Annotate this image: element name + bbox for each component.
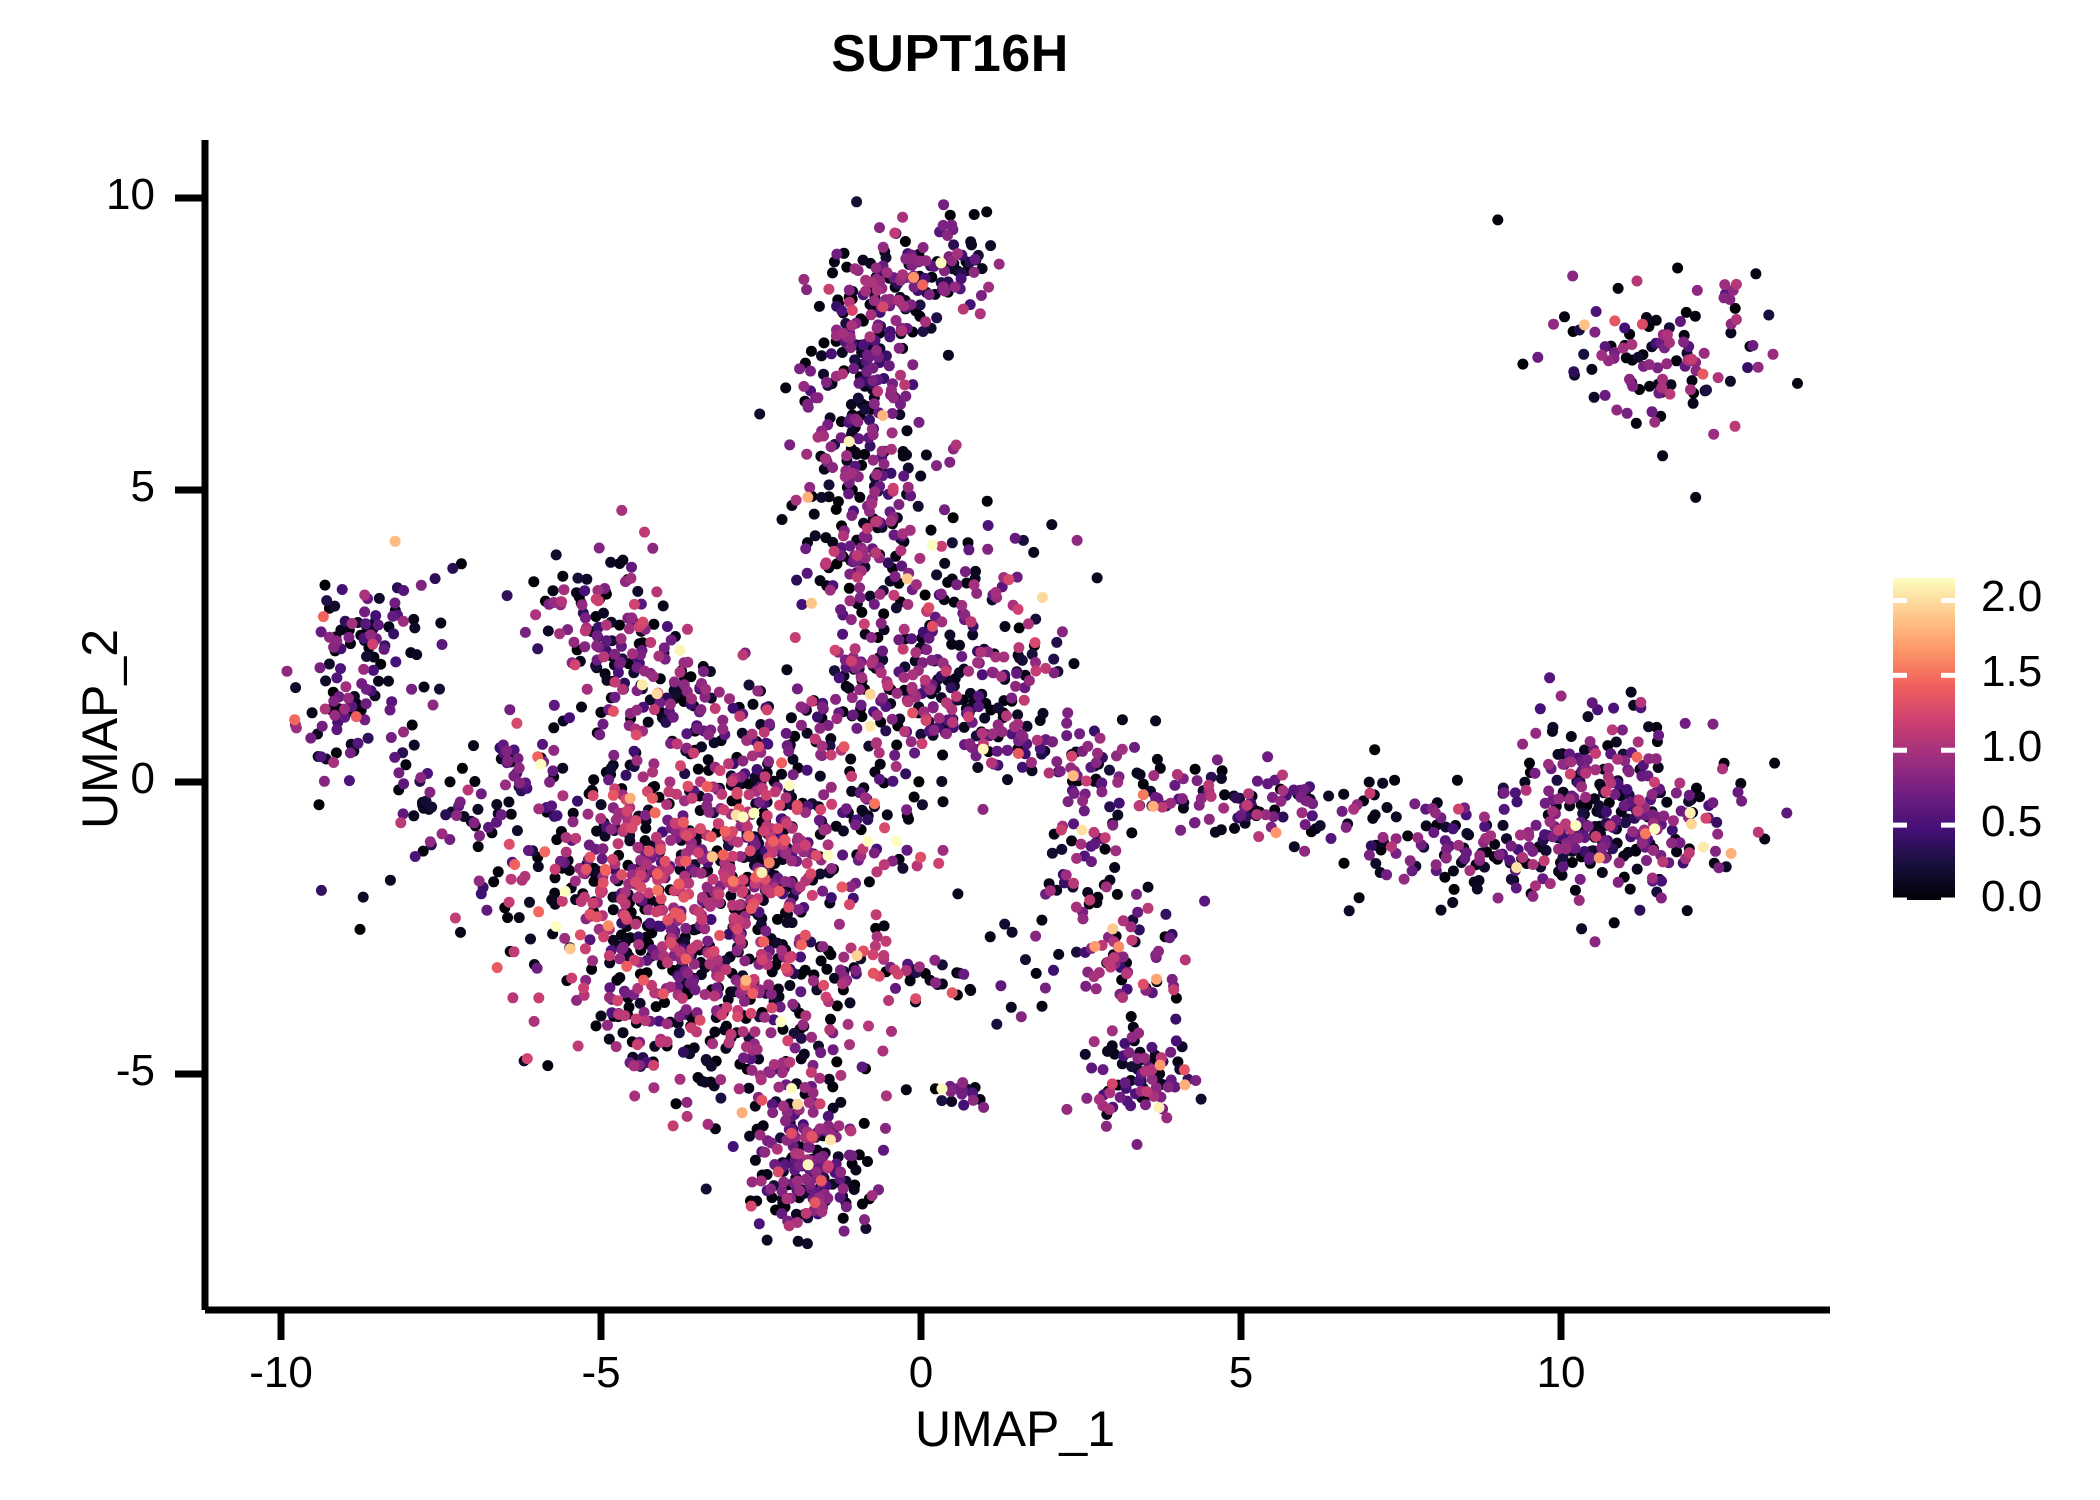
x-axis-title: UMAP_1: [914, 1401, 1116, 1457]
y-tick-label: 10: [106, 170, 155, 219]
x-tick-label: 10: [1536, 1348, 1586, 1397]
colorbar: [1893, 578, 1955, 900]
legend-colorbar-group[interactable]: [1893, 578, 1955, 903]
colorbar-tick-label: 0.5: [1981, 797, 2043, 847]
axes-group: [175, 140, 1830, 1340]
y-tick-label: -5: [115, 1046, 155, 1095]
x-tick-label: -5: [581, 1348, 621, 1397]
x-tick-label: 0: [908, 1348, 934, 1397]
y-tick-label: 5: [130, 462, 155, 511]
data-points-group: [281, 196, 1803, 1250]
x-tick-label: -10: [249, 1348, 313, 1397]
page-title: SUPT16H: [831, 25, 1069, 83]
colorbar-ticks: [1893, 597, 1955, 903]
colorbar-tick-label: 0.0: [1981, 872, 2043, 921]
colorbar-tick-label: 1.5: [1981, 647, 2043, 697]
y-axis-ticks: [175, 194, 205, 1078]
y-tick-label: 0: [130, 754, 155, 803]
x-axis-ticks: [277, 1310, 1565, 1340]
colorbar-tick-label: 1.0: [1981, 722, 2043, 772]
y-axis-title: UMAP_2: [72, 628, 128, 830]
x-tick-label: 5: [1228, 1348, 1254, 1397]
colorbar-tick-label: 2.0: [1981, 572, 2043, 622]
